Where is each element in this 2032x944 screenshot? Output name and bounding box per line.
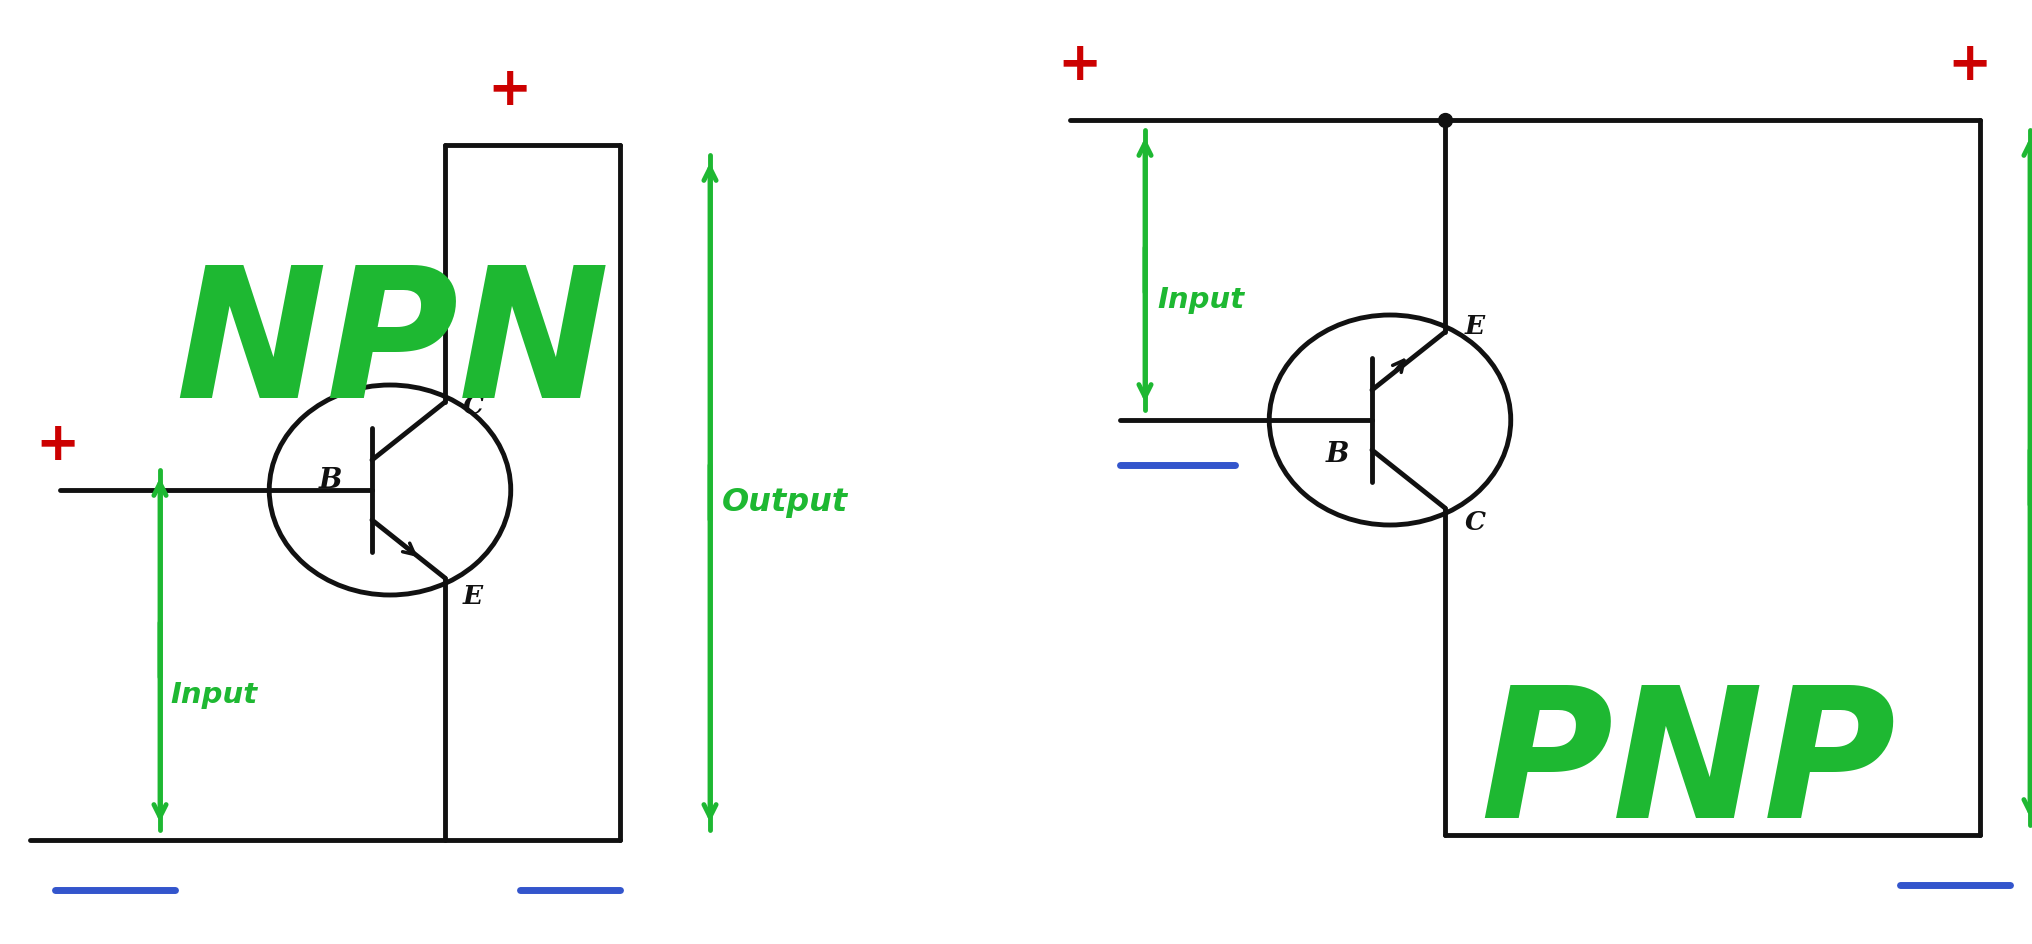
Text: +: + [37, 419, 79, 471]
Text: NPN: NPN [175, 260, 610, 436]
Text: +: + [1057, 39, 1101, 91]
Text: Input: Input [171, 681, 256, 709]
Text: B: B [1325, 442, 1347, 468]
Text: B: B [319, 466, 341, 494]
Text: Output: Output [721, 487, 847, 518]
Text: PNP: PNP [1479, 680, 1894, 856]
Text: Input: Input [1156, 286, 1244, 314]
Text: C: C [461, 395, 484, 419]
Text: E: E [463, 583, 484, 609]
Text: +: + [488, 64, 532, 116]
Text: +: + [1947, 39, 1991, 91]
Text: C: C [1463, 511, 1485, 535]
Text: E: E [1465, 314, 1483, 340]
